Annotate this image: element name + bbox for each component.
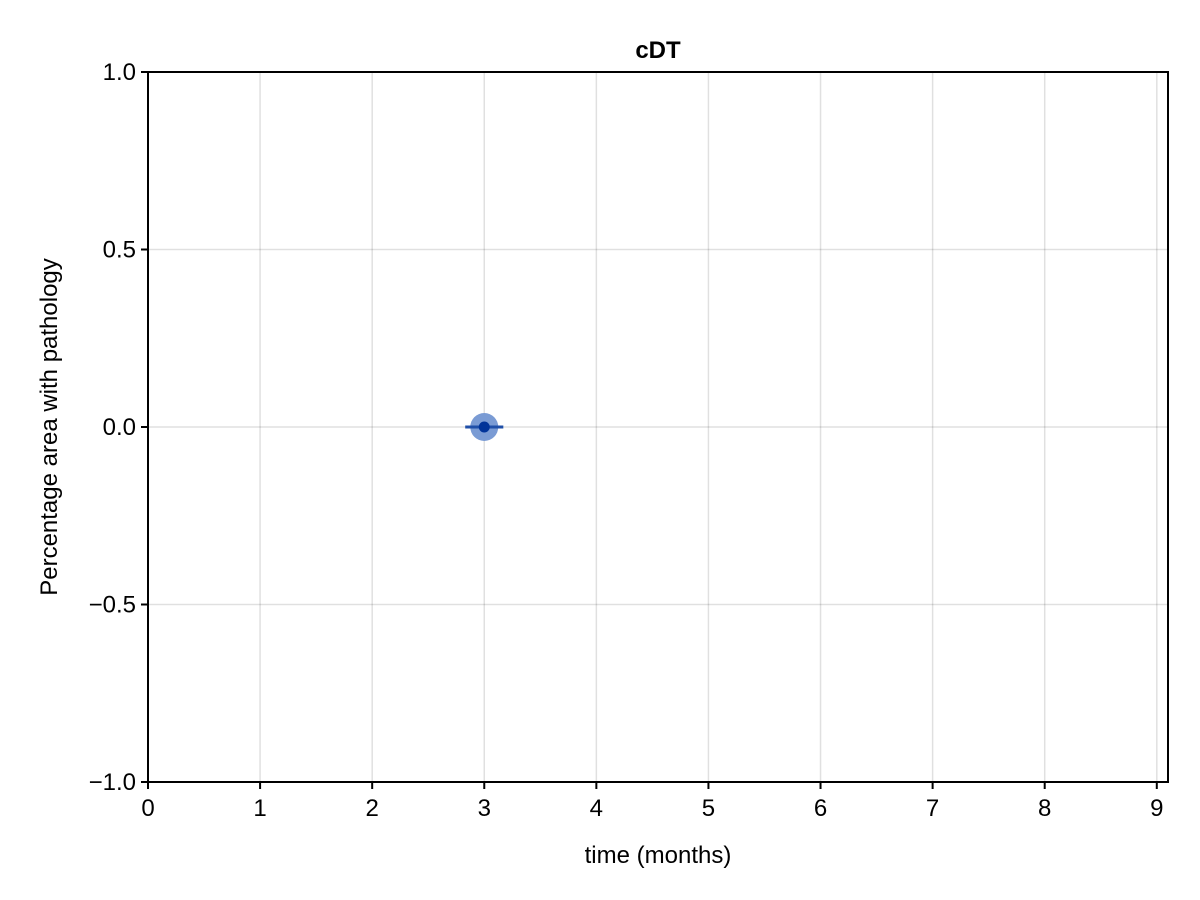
x-tick-label: 4 (590, 795, 603, 822)
x-tick-label: 3 (478, 795, 491, 822)
y-tick-label: −0.5 (89, 592, 136, 619)
x-tick-label: 2 (365, 795, 378, 822)
y-tick-label: 0.5 (103, 237, 136, 264)
y-tick-label: 0.0 (103, 414, 136, 441)
x-tick-label: 9 (1150, 795, 1163, 822)
y-axis-title: Percentage area with pathology (36, 258, 63, 596)
x-axis-title: time (months) (585, 842, 732, 869)
y-tick-label: 1.0 (103, 59, 136, 86)
axes: 0 1 2 3 4 5 6 7 8 9 −1.0 −0.5 0.0 0.5 1.0 (89, 59, 1164, 822)
y-tick-label: −1.0 (89, 769, 136, 796)
grid (147, 71, 1168, 783)
x-tick-label: 7 (926, 795, 939, 822)
data-layer (465, 413, 504, 441)
data-point (478, 421, 490, 433)
x-tick-label: 8 (1038, 795, 1051, 822)
x-tick-label: 6 (814, 795, 827, 822)
x-tick-label: 5 (702, 795, 715, 822)
x-tick-label: 1 (253, 795, 266, 822)
chart-title: cDT (635, 37, 681, 64)
x-tick-label: 0 (141, 795, 154, 822)
